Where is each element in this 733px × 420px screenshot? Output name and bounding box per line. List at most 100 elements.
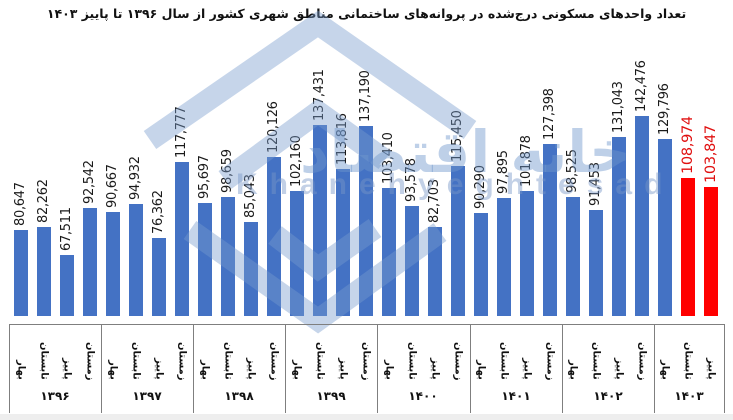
bar xyxy=(520,191,534,316)
group-separator xyxy=(9,324,10,413)
bottom-border-strip xyxy=(0,414,733,420)
season-label: تابستان xyxy=(498,342,510,380)
year-label: ۱۳۹۹ xyxy=(316,389,346,403)
year-label: ۱۳۹۷ xyxy=(132,389,162,403)
bar xyxy=(566,197,580,316)
group-separator xyxy=(562,324,563,413)
bar xyxy=(175,162,189,316)
bar xyxy=(635,116,649,316)
year-label: ۱۴۰۳ xyxy=(674,389,704,403)
group-separator xyxy=(377,324,378,413)
season-label: پاییز xyxy=(429,358,441,380)
season-label: بهار xyxy=(475,360,487,380)
bar xyxy=(244,222,258,316)
bar xyxy=(198,203,212,316)
year-label: ۱۴۰۰ xyxy=(408,389,438,403)
bar xyxy=(681,178,695,316)
season-label: زمستان xyxy=(544,341,556,381)
x-axis-line xyxy=(9,324,725,325)
bar xyxy=(405,206,419,316)
bar-value-label: 67,511 xyxy=(59,207,74,251)
bar-value-label: 92,542 xyxy=(82,160,97,204)
group-separator xyxy=(470,324,471,413)
year-label: ۱۳۹۶ xyxy=(40,389,70,403)
bar xyxy=(129,204,143,316)
bar xyxy=(382,188,396,316)
chart-title: تعداد واحدهای مسکونی درج‌شده در پروانه‌ه… xyxy=(46,6,687,21)
season-label: پاییز xyxy=(521,358,533,380)
season-label: پاییز xyxy=(61,358,73,380)
bar-value-label: 142,476 xyxy=(634,60,649,112)
group-separator xyxy=(285,324,286,413)
season-label: بهار xyxy=(199,360,211,380)
bar xyxy=(589,210,603,316)
bar xyxy=(152,238,166,316)
season-label: زمستان xyxy=(176,341,188,381)
bar-value-label: 103,847 xyxy=(703,125,719,183)
season-label: تابستان xyxy=(38,342,50,380)
season-label: بهار xyxy=(383,360,395,380)
season-label: تابستان xyxy=(590,342,602,380)
bar xyxy=(497,198,511,316)
bar-value-label: 94,932 xyxy=(128,156,143,200)
bar-value-label: 137,431 xyxy=(312,69,327,121)
season-label: تابستان xyxy=(222,342,234,380)
bar-value-label: 98,659 xyxy=(220,149,235,193)
year-label: ۱۴۰۲ xyxy=(593,389,623,403)
bar-value-label: 108,974 xyxy=(680,116,696,174)
bar-value-label: 95,697 xyxy=(197,155,212,199)
season-label: بهار xyxy=(659,360,671,380)
bar-value-label: 137,190 xyxy=(358,70,373,122)
season-label: تابستان xyxy=(682,342,694,380)
bar-value-label: 90,667 xyxy=(105,164,120,208)
group-separator xyxy=(654,324,655,413)
bar-value-label: 120,126 xyxy=(266,101,281,153)
bar xyxy=(83,208,97,316)
year-label: ۱۳۹۸ xyxy=(224,389,254,403)
bar-value-label: 80,647 xyxy=(13,182,28,226)
year-label: ۱۴۰۱ xyxy=(501,389,531,403)
group-separator xyxy=(101,324,102,413)
group-separator xyxy=(724,324,725,413)
bar xyxy=(106,212,120,316)
season-label: پاییز xyxy=(337,358,349,380)
bar xyxy=(451,166,465,316)
season-label: بهار xyxy=(15,360,27,380)
season-label: زمستان xyxy=(360,341,372,381)
season-label: پاییز xyxy=(153,358,165,380)
bar xyxy=(60,255,74,316)
season-label: تابستان xyxy=(406,342,418,380)
season-label: پاییز xyxy=(613,358,625,380)
bar xyxy=(14,230,28,316)
season-label: تابستان xyxy=(314,342,326,380)
group-separator xyxy=(193,324,194,413)
season-label: پاییز xyxy=(705,358,717,380)
bar xyxy=(313,125,327,316)
season-label: تابستان xyxy=(130,342,142,380)
bar xyxy=(37,227,51,316)
season-label: بهار xyxy=(107,360,119,380)
bar xyxy=(336,169,350,316)
bar xyxy=(658,139,672,316)
bar xyxy=(543,144,557,316)
season-label: بهار xyxy=(291,360,303,380)
bar-value-label: 76,362 xyxy=(151,190,166,234)
bar xyxy=(359,126,373,316)
watermark-latin-text: Khanehyeghtesad xyxy=(236,168,675,201)
bar xyxy=(704,187,718,316)
bar xyxy=(428,227,442,316)
season-label: بهار xyxy=(567,360,579,380)
watermark-persian-text: خانه اقتصاد xyxy=(300,118,631,186)
bar xyxy=(221,197,235,316)
season-label: پاییز xyxy=(245,358,257,380)
bar xyxy=(474,213,488,316)
bar-value-label: 82,262 xyxy=(36,179,51,223)
bar xyxy=(290,191,304,316)
season-label: زمستان xyxy=(636,341,648,381)
bar xyxy=(612,137,626,316)
season-label: زمستان xyxy=(84,341,96,381)
bar xyxy=(267,157,281,316)
bar-value-label: 117,777 xyxy=(174,106,189,158)
bar-value-label: 129,796 xyxy=(657,83,672,135)
